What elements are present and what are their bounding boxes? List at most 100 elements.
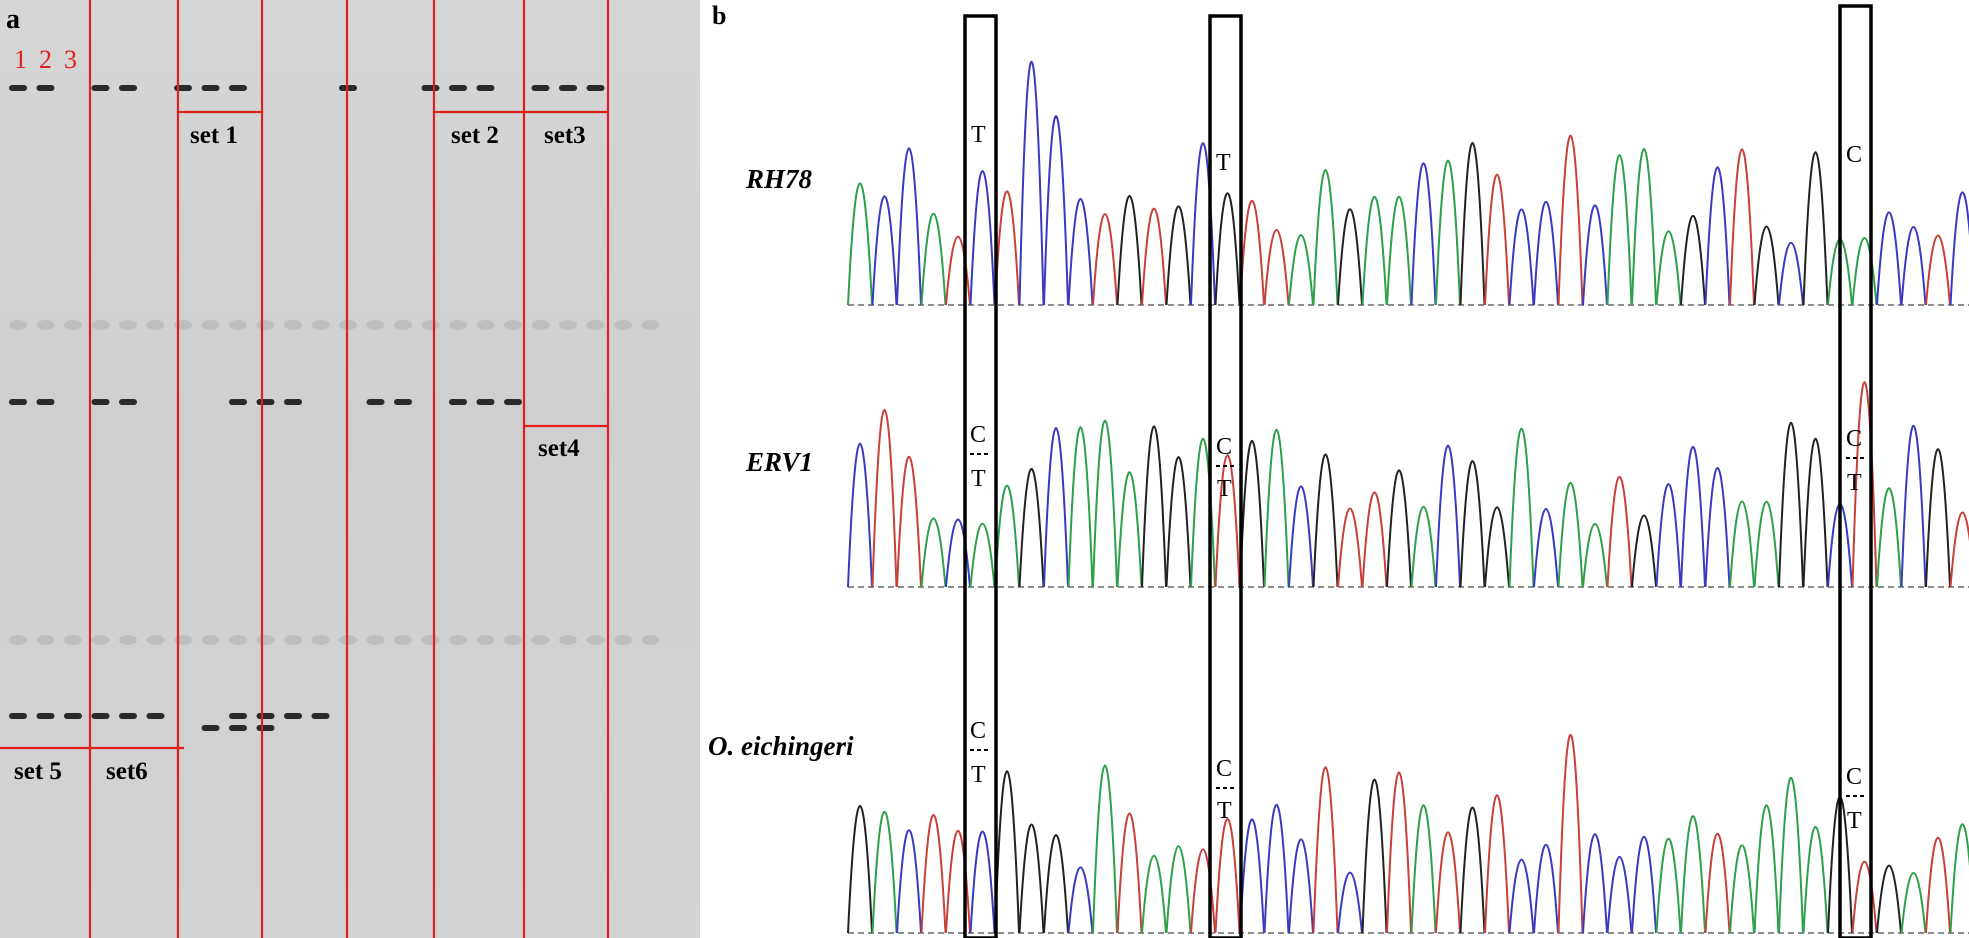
trace-peak [1704, 166, 1731, 306]
trace-peak [1533, 201, 1559, 306]
base-call: T [971, 466, 986, 492]
trace-peak [1337, 507, 1363, 588]
trace-peak [1484, 794, 1510, 934]
base-call: C [1846, 764, 1862, 790]
gel-well [284, 635, 302, 645]
trace-peak [1925, 234, 1951, 306]
het-call: C T [1846, 426, 1864, 496]
trace-peak [1092, 213, 1118, 306]
gel-well [36, 320, 55, 330]
gel-band [146, 713, 165, 719]
gel-well [201, 320, 220, 330]
base-call: T [1216, 150, 1231, 176]
gel-band [9, 85, 27, 91]
snp-boxes [963, 4, 1873, 938]
gel-band [91, 85, 110, 91]
trace-peak [1043, 115, 1069, 306]
gel-band [476, 399, 495, 405]
gel-band [64, 713, 82, 719]
sample-label: RH78 [745, 164, 813, 194]
trace-peak [1263, 229, 1290, 306]
trace-peak [1606, 154, 1633, 306]
gel-well [174, 635, 192, 645]
trace-peak [1655, 837, 1682, 934]
gel-well [229, 320, 247, 330]
trace-peak [1900, 425, 1927, 588]
trace-peak [1606, 856, 1633, 934]
gel-well [174, 320, 192, 330]
gel-band [394, 399, 412, 405]
snp-box [1838, 4, 1873, 938]
gel-band [449, 399, 467, 405]
set-label: set 2 [451, 122, 499, 149]
trace-peak [1704, 467, 1731, 588]
gel-well [476, 635, 495, 645]
trace-peak [1361, 491, 1388, 588]
trace-peak [1263, 804, 1290, 934]
trace-peak [994, 190, 1020, 306]
trace-peak [1753, 500, 1780, 588]
trace-peak [1018, 467, 1045, 588]
trace-peak [1925, 448, 1951, 588]
trace-peak [1312, 766, 1339, 934]
gel-well [394, 635, 412, 645]
base-call: C [1216, 434, 1232, 460]
trace-peak [1459, 460, 1486, 588]
trace-peak [1582, 833, 1608, 934]
trace-peak [1361, 195, 1388, 306]
trace-peak [1729, 148, 1755, 306]
gel-well [366, 635, 385, 645]
trace-peak [1876, 487, 1902, 588]
trace-peak [1459, 142, 1486, 306]
trace-peak [1876, 864, 1902, 934]
chromatogram-traces [847, 60, 1969, 934]
trace-peak [1067, 426, 1094, 588]
het-call: C T [970, 422, 988, 492]
trace-peak [1680, 815, 1706, 934]
snp-box [1208, 14, 1243, 938]
gel-band [586, 85, 605, 91]
gel-band [9, 713, 27, 719]
trace-peak [1214, 192, 1241, 306]
base-call: T [1217, 798, 1232, 824]
trace-peak [1533, 508, 1559, 588]
gel-well [504, 320, 522, 330]
trace-peak [969, 830, 996, 934]
trace-peak [1631, 148, 1657, 306]
trace-peak [1214, 817, 1241, 934]
trace-peak [871, 195, 898, 306]
trace-peak [1288, 485, 1314, 588]
trace-peak [1851, 860, 1878, 934]
gel-well [146, 635, 165, 645]
trace-peak [1386, 195, 1412, 306]
trace-peak [1165, 845, 1192, 934]
trace-peak [1753, 804, 1780, 934]
gel-band [36, 399, 55, 405]
gel-well [9, 320, 27, 330]
het-call: C T [970, 718, 988, 788]
trace-peak [969, 170, 996, 306]
trace-peak [1778, 777, 1804, 934]
gel-well [119, 635, 137, 645]
gel-well [586, 320, 605, 330]
trace-peak [1508, 858, 1535, 934]
gel-band [229, 725, 247, 731]
gel-well [476, 320, 495, 330]
trace-peak [1802, 438, 1829, 588]
gel-well [9, 635, 27, 645]
sample-label: ERV1 [745, 447, 813, 477]
trace-peak [1165, 205, 1192, 306]
trace-peak [1631, 836, 1657, 934]
trace-peak [1410, 162, 1437, 306]
trace-peak [1557, 134, 1584, 306]
gel-band [119, 399, 137, 405]
gel-well [421, 320, 440, 330]
gel-well [256, 635, 275, 645]
trace-peak [1753, 225, 1780, 306]
trace-peak [1092, 764, 1118, 934]
gel-well [559, 320, 577, 330]
trace-peak [1018, 823, 1045, 934]
gel-band [91, 399, 110, 405]
gel-well [311, 320, 330, 330]
gel-well [256, 320, 275, 330]
